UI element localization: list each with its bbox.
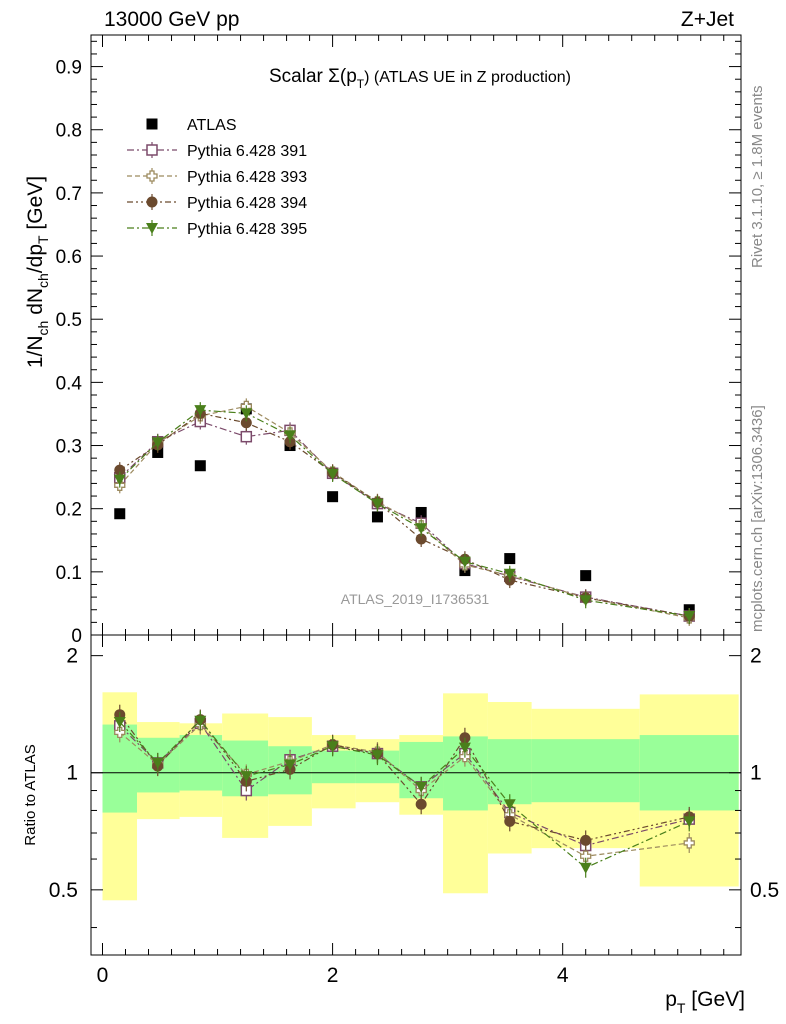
data-point (415, 533, 427, 545)
ratio-y-tick-label: 0.5 (49, 879, 78, 902)
ratio-point (683, 816, 696, 828)
data-point (151, 437, 164, 449)
data-point (240, 408, 253, 420)
x-tick-label: 4 (557, 964, 569, 987)
data-point (194, 405, 207, 417)
legend-label: Pythia 6.428 395 (187, 221, 307, 238)
y-tick-label: 0.1 (56, 563, 82, 584)
ratio-y-tick-label-right: 2 (750, 645, 762, 668)
ratio-point (113, 717, 126, 729)
series-atlas (114, 403, 695, 616)
ratio-panel-frame (90, 634, 742, 956)
data-point (371, 498, 384, 510)
y-tick-label: 0.7 (56, 184, 82, 205)
ratio-point (415, 798, 427, 810)
data-point (113, 474, 126, 486)
ratio-series-pythia-6-428-395 (113, 710, 696, 878)
y-tick-label: 0.3 (56, 437, 82, 458)
legend-label: Pythia 6.428 391 (187, 143, 307, 160)
data-point (114, 508, 126, 520)
ratio-point (326, 741, 339, 753)
data-point (504, 553, 516, 565)
legend-marker (146, 118, 158, 130)
legend-marker (146, 170, 158, 182)
series-line (119, 412, 690, 617)
analysis-watermark: ATLAS_2019_I1736531 (341, 591, 490, 607)
series-line (119, 409, 690, 617)
x-tick-label: 0 (97, 964, 109, 987)
legend: ATLAS Pythia 6.428 391 Pythia 6.428 393 Pyt… (127, 117, 307, 238)
data-point (194, 460, 206, 472)
ratio-point (504, 815, 516, 827)
y-tick-label: 0.6 (56, 247, 82, 268)
y-tick-label: 0.4 (56, 373, 83, 394)
ratio-band-inner (531, 739, 640, 803)
data-point (579, 595, 592, 607)
data-point (415, 523, 428, 535)
y-tick-label: 0.8 (56, 121, 82, 142)
data-point (327, 491, 339, 503)
ratio-point (114, 726, 126, 739)
ratio-band-inner (311, 750, 356, 784)
ratio-y-ticks (91, 655, 741, 929)
x-axis-ticks (102, 35, 725, 955)
ratio-point (458, 742, 471, 754)
ratio-point (284, 759, 297, 771)
ratio-y-axis-label: Ratio to ATLAS (22, 744, 39, 845)
header-right: Z+Jet (680, 8, 734, 31)
legend-marker (146, 223, 158, 234)
data-point (240, 417, 252, 429)
ratio-y-tick-label-right: 0.5 (750, 879, 779, 902)
x-tick-label: 2 (327, 964, 339, 987)
ratio-point (415, 781, 428, 793)
ratio-y-tick-label-right: 1 (750, 762, 762, 785)
legend-label: ATLAS (187, 117, 237, 134)
ratio-point (194, 715, 207, 727)
main-y-ticks (91, 40, 741, 636)
series-line (119, 405, 690, 619)
data-point (284, 430, 297, 442)
ratio-point (580, 850, 592, 862)
ratio-point (151, 757, 164, 769)
legend-marker (146, 144, 158, 156)
ratio-line (119, 719, 690, 869)
data-point (326, 468, 339, 480)
chart-title: Scalar Σ(pT) (ATLAS UE in Z production) (269, 66, 571, 91)
legend-label: Pythia 6.428 393 (187, 169, 307, 186)
y-tick-label: 0.2 (56, 500, 82, 521)
ratio-point (683, 837, 695, 849)
data-point (458, 556, 471, 568)
data-point (240, 430, 253, 443)
data-point (371, 511, 383, 523)
ratio-point (371, 750, 384, 762)
ratio-y-tick-label: 2 (66, 645, 78, 668)
ratio-line (119, 722, 690, 847)
y-tick-label: 0.5 (56, 310, 82, 331)
y-tick-label: 0 (71, 626, 82, 647)
ratio-point (240, 771, 253, 783)
y-tick-label: 0.9 (56, 58, 82, 79)
y-axis-label: 1/Nch dNch/dpT [GeV] (24, 176, 51, 368)
series-pythia-6-428-395 (113, 402, 696, 625)
ratio-y-tick-label: 1 (66, 762, 78, 785)
data-point (580, 570, 592, 582)
ratio-point (503, 799, 516, 811)
data-point (114, 464, 126, 476)
ratio-point (579, 862, 592, 874)
data-point (415, 506, 427, 518)
series-line (119, 420, 690, 617)
header-left: 13000 GeV pp (104, 8, 240, 31)
legend-marker (146, 196, 158, 208)
ratio-line (119, 723, 690, 857)
data-point (683, 611, 696, 623)
data-point (503, 568, 516, 580)
ratio-point (580, 834, 592, 846)
x-axis-label: pT [GeV] (665, 988, 745, 1016)
ratio-band-inner (179, 735, 223, 791)
legend-label: Pythia 6.428 394 (187, 195, 307, 212)
